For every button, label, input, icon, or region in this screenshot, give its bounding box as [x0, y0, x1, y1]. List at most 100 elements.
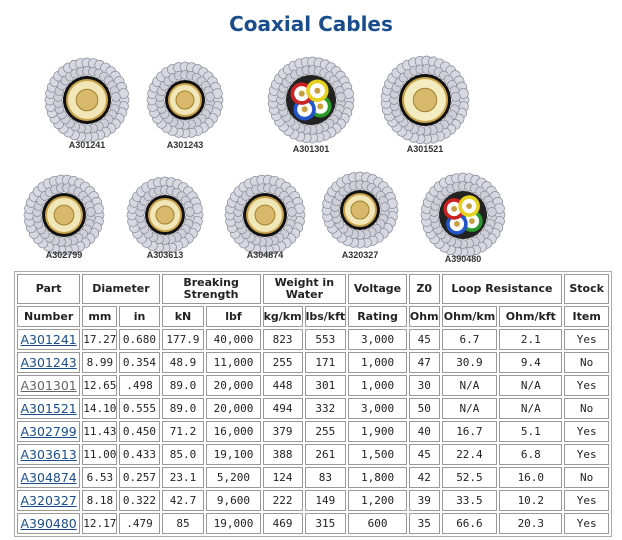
- table-cell: 3,000: [348, 398, 407, 419]
- page-title: Coaxial Cables: [229, 12, 393, 36]
- table-cell: 71.2: [161, 421, 205, 442]
- table-cell: 6.53: [82, 467, 118, 488]
- sub-header: kg/km: [262, 306, 303, 327]
- table-cell: N/A: [441, 375, 498, 396]
- cable-label: A304874: [246, 250, 284, 260]
- header-stock: Stock: [564, 274, 609, 304]
- table-cell: Yes: [564, 513, 609, 534]
- table-cell: 42: [408, 467, 440, 488]
- cable-cross-section-image: [146, 61, 224, 139]
- table-cell: 2.1: [499, 329, 563, 350]
- sub-header: lbf: [206, 306, 261, 327]
- table-cell: 85.0: [161, 444, 205, 465]
- cable-label: A301301: [292, 144, 330, 154]
- sub-header: in: [119, 306, 160, 327]
- table-cell: 39: [408, 490, 440, 511]
- table-cell: Yes: [564, 421, 609, 442]
- table-cell: 66.6: [441, 513, 498, 534]
- cable-cross-section-image: [420, 172, 506, 258]
- table-cell: Yes: [564, 375, 609, 396]
- part-number-link[interactable]: A301241: [20, 332, 77, 347]
- sub-header: lbs/kft: [304, 306, 347, 327]
- part-number-link[interactable]: A303613: [20, 447, 77, 462]
- cable-cross-section-image: [380, 55, 470, 145]
- table-cell: N/A: [499, 398, 563, 419]
- table-row: A301241 17.27 0.680 177.9 40,000 823 553 3,000 4…: [17, 329, 609, 350]
- part-number-link[interactable]: A304874: [20, 470, 77, 485]
- table-cell: 19,100: [206, 444, 261, 465]
- part-number-link[interactable]: A301243: [20, 355, 77, 370]
- table-cell: 30: [408, 375, 440, 396]
- table-cell: 14.10: [82, 398, 118, 419]
- table-cell: 12.65: [82, 375, 118, 396]
- table-cell: 20.3: [499, 513, 563, 534]
- cable-cross-section-image: [126, 176, 204, 254]
- cable-cross-section-image: [224, 174, 306, 256]
- table-cell: 1,900: [348, 421, 407, 442]
- table-cell: 6.7: [441, 329, 498, 350]
- table-cell: 52.5: [441, 467, 498, 488]
- table-cell: 20,000: [206, 375, 261, 396]
- table-cell: 20,000: [206, 398, 261, 419]
- part-number-link[interactable]: A301521: [20, 401, 77, 416]
- table-cell: 1,000: [348, 375, 407, 396]
- table-cell: 494: [262, 398, 303, 419]
- part-number-link[interactable]: A301301: [20, 378, 77, 393]
- table-row: A304874 6.53 0.257 23.1 5,200 124 83 1,800 42 52.…: [17, 467, 609, 488]
- table-row: A390480 12.17.479 85 19,000 469 315 600 35 66.6 2…: [17, 513, 609, 534]
- table-cell: No: [564, 467, 609, 488]
- table-cell: 8.99: [82, 352, 118, 373]
- part-number-link[interactable]: A302799: [20, 424, 77, 439]
- table-cell: 40,000: [206, 329, 261, 350]
- table-cell: 89.0: [161, 375, 205, 396]
- sub-header: kN: [161, 306, 205, 327]
- table-cell: 823: [262, 329, 303, 350]
- cable-label: A390480: [444, 254, 482, 264]
- table-cell: 16.0: [499, 467, 563, 488]
- table-cell: 469: [262, 513, 303, 534]
- header-breaking-strength: Breaking Strength: [161, 274, 261, 304]
- sub-header: Number: [17, 306, 81, 327]
- cable-spec-table: Part Diameter Breaking Strength Weight i…: [14, 271, 612, 537]
- table-cell: 388: [262, 444, 303, 465]
- sub-header: Ohm: [408, 306, 440, 327]
- table-cell: 379: [262, 421, 303, 442]
- header-weight: Weight in Water: [262, 274, 347, 304]
- table-cell: 89.0: [161, 398, 205, 419]
- table-cell: 448: [262, 375, 303, 396]
- table-cell: N/A: [441, 398, 498, 419]
- table-cell: 9,600: [206, 490, 261, 511]
- table-cell: 222: [262, 490, 303, 511]
- table-row: A301243 8.99 0.354 48.9 11,000 255 171 1,000 47 3…: [17, 352, 609, 373]
- table-cell: 124: [262, 467, 303, 488]
- table-cell: 0.555: [119, 398, 160, 419]
- table-cell: 255: [304, 421, 347, 442]
- table-cell: 1,800: [348, 467, 407, 488]
- table-cell: 9.4: [499, 352, 563, 373]
- table-cell: 33.5: [441, 490, 498, 511]
- table-cell: 6.8: [499, 444, 563, 465]
- sub-header: mm: [82, 306, 118, 327]
- table-cell: 45: [408, 329, 440, 350]
- header-diameter: Diameter: [82, 274, 160, 304]
- cable-label: A303613: [146, 250, 184, 260]
- table-cell: 17.27: [82, 329, 118, 350]
- table-cell: 255: [262, 352, 303, 373]
- table-row: A302799 11.43 0.450 71.2 16,000 379 255 1,900 40…: [17, 421, 609, 442]
- table-cell: No: [564, 398, 609, 419]
- table-cell: 30.9: [441, 352, 498, 373]
- sub-header: Ohm/km: [441, 306, 498, 327]
- table-cell: 1,000: [348, 352, 407, 373]
- cable-label: A301241: [68, 140, 106, 150]
- table-cell: 261: [304, 444, 347, 465]
- table-cell: Yes: [564, 490, 609, 511]
- cable-cross-section-image: [321, 171, 399, 249]
- part-number-link[interactable]: A320327: [20, 493, 77, 508]
- table-cell: 0.257: [119, 467, 160, 488]
- table-cell: No: [564, 352, 609, 373]
- table-cell: 11.43: [82, 421, 118, 442]
- table-cell: Yes: [564, 329, 609, 350]
- table-cell: .498: [119, 375, 160, 396]
- part-number-link[interactable]: A390480: [20, 516, 77, 531]
- table-cell: 40: [408, 421, 440, 442]
